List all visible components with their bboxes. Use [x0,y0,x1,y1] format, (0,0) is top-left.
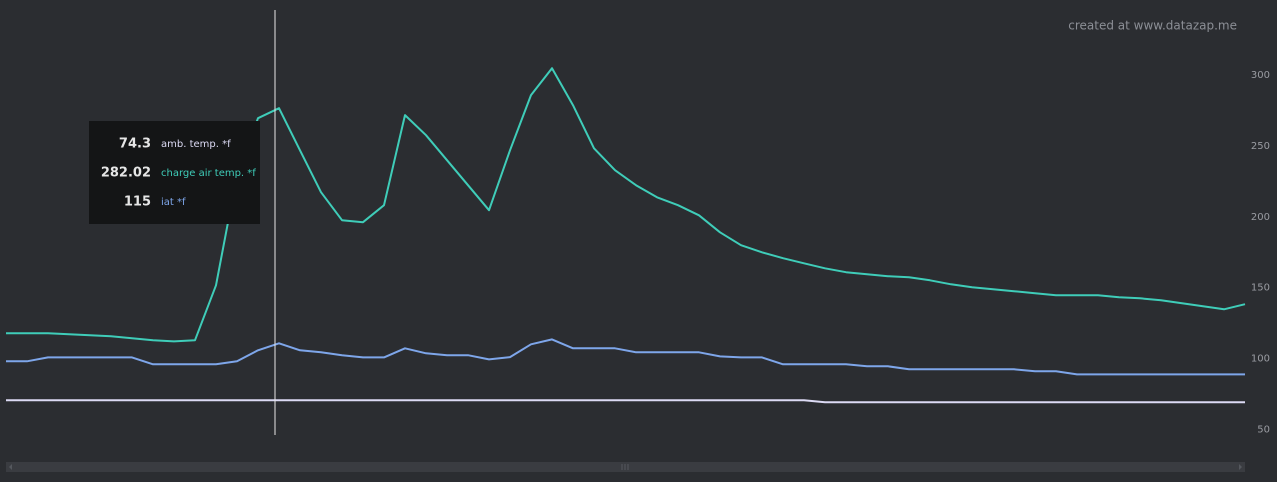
series-line [6,399,1245,404]
scroll-grip[interactable] [621,464,629,470]
scroll-right[interactable] [1239,464,1242,470]
tooltip: 74.3 amb. temp. *f 282.02 charge air temp. … [89,121,260,224]
tooltip-label: iat *f [161,197,186,208]
y-tick-label: 200 [1251,212,1270,223]
series-line [6,67,1246,343]
y-tick-label: 250 [1251,141,1270,152]
scrollbar[interactable] [6,462,1245,472]
series-line [6,338,1245,376]
tooltip-label: amb. temp. *f [161,139,231,150]
y-tick-label: 300 [1251,70,1270,81]
watermark: created at www.datazap.me [1068,19,1237,33]
y-tick-label: 150 [1251,283,1270,294]
tooltip-value: 74.3 [119,137,151,152]
tooltip-label: charge air temp. *f [161,168,256,179]
tooltip-value: 115 [124,195,151,210]
tooltip-value: 282.02 [101,166,151,181]
tooltip-box [89,121,260,224]
y-tick-label: 100 [1251,354,1270,365]
y-tick-label: 50 [1257,424,1270,435]
plot-area: 50 100 150 200 250 300 74.3 amb. temp. *f 282.02… [6,10,1270,435]
scroll-left[interactable] [9,464,12,470]
